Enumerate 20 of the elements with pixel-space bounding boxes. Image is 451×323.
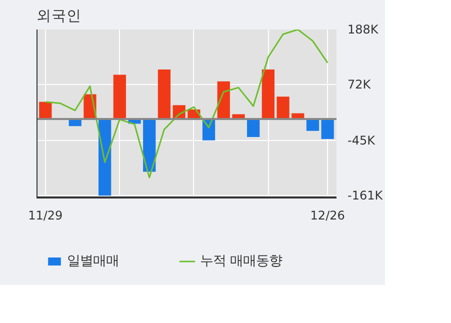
legend-label: 일별매매 [67,253,119,270]
line-series [44,30,328,178]
bar [262,69,274,119]
y-tick-label: -45K [348,133,376,148]
x-tick-label: 11/29 [28,208,63,222]
bar [39,102,52,119]
x-tick-label: 12/26 [310,208,345,222]
bar [306,118,320,131]
y-tick-label: 72K [348,78,372,92]
bar [247,118,260,138]
chart-title: 외국인 [36,8,82,24]
y-tick-label: 188K [348,22,380,36]
bar [276,96,290,119]
bar [158,69,171,119]
bar [143,118,156,172]
bar [113,74,126,119]
y-tick-label: -161K [348,188,384,203]
bar [321,118,334,139]
legend-label: 누적 매매동향 [200,253,282,270]
bar [98,118,112,196]
